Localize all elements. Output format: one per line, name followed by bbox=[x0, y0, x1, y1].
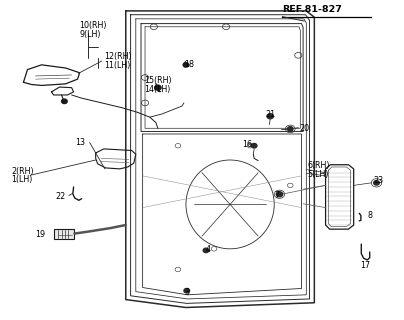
Circle shape bbox=[288, 127, 293, 131]
Circle shape bbox=[374, 180, 379, 185]
Circle shape bbox=[61, 99, 67, 104]
Text: 19: 19 bbox=[36, 230, 46, 239]
Circle shape bbox=[155, 85, 161, 90]
Circle shape bbox=[251, 143, 257, 148]
Text: 15(RH): 15(RH) bbox=[144, 76, 171, 85]
Text: 6(RH): 6(RH) bbox=[307, 161, 330, 170]
Text: 22: 22 bbox=[56, 192, 66, 201]
Circle shape bbox=[184, 288, 189, 293]
Text: 18: 18 bbox=[184, 60, 194, 69]
Text: 5(LH): 5(LH) bbox=[307, 170, 328, 179]
Text: 2(RH): 2(RH) bbox=[11, 167, 34, 176]
Text: 20: 20 bbox=[299, 124, 309, 133]
Circle shape bbox=[276, 192, 283, 197]
Text: 16: 16 bbox=[242, 140, 252, 149]
Text: 1(LH): 1(LH) bbox=[11, 175, 33, 184]
Text: 12(RH): 12(RH) bbox=[104, 52, 131, 61]
FancyBboxPatch shape bbox=[55, 229, 74, 239]
Text: 13: 13 bbox=[76, 138, 86, 147]
Circle shape bbox=[183, 63, 189, 67]
Text: 7: 7 bbox=[274, 191, 279, 200]
Text: 14(LH): 14(LH) bbox=[144, 85, 170, 94]
Text: 4: 4 bbox=[206, 245, 211, 254]
Text: REF.81-827: REF.81-827 bbox=[282, 5, 342, 14]
Circle shape bbox=[203, 248, 209, 252]
Text: 8: 8 bbox=[367, 211, 372, 220]
Text: 10(RH): 10(RH) bbox=[80, 21, 107, 30]
Circle shape bbox=[267, 114, 274, 119]
Text: 23: 23 bbox=[374, 176, 384, 185]
Text: 11(LH): 11(LH) bbox=[104, 61, 130, 70]
Text: 21: 21 bbox=[265, 109, 276, 118]
Text: 9(LH): 9(LH) bbox=[80, 30, 101, 39]
Text: 17: 17 bbox=[360, 261, 370, 270]
Text: 3: 3 bbox=[184, 288, 189, 297]
